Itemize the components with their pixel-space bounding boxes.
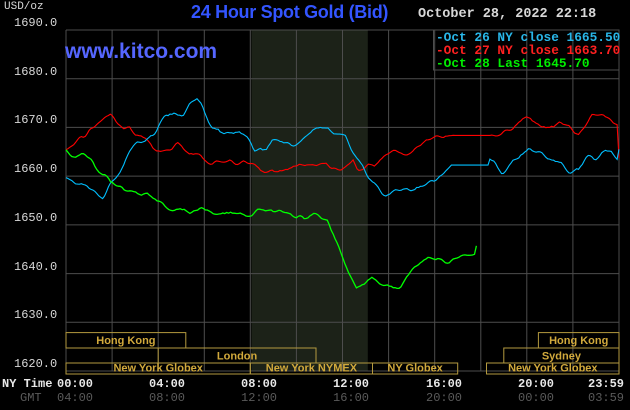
svg-text:London: London (217, 351, 258, 363)
svg-text:Hong Kong: Hong Kong (549, 335, 608, 347)
svg-text:New York Globex: New York Globex (113, 363, 203, 375)
svg-text:New York NYMEX: New York NYMEX (266, 363, 358, 375)
svg-text:New York Globex: New York Globex (508, 363, 598, 375)
svg-text:Hong Kong: Hong Kong (96, 335, 155, 347)
svg-text:Sydney: Sydney (542, 351, 582, 363)
svg-text:NY Globex: NY Globex (387, 363, 443, 375)
